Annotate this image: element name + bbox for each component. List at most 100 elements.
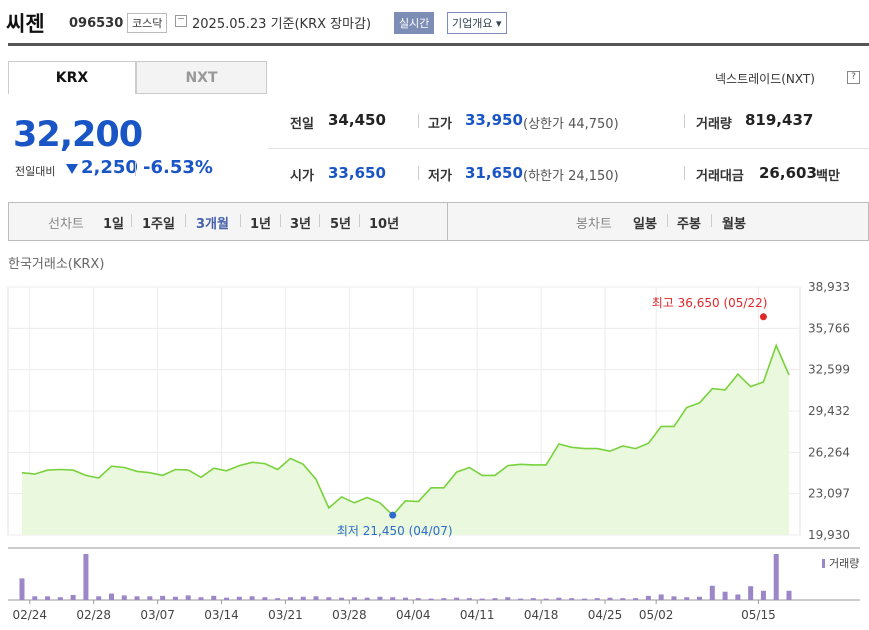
period-separator [319,214,320,227]
volume-bar [96,596,102,600]
volume-bar [607,597,613,600]
volume-bar [377,596,383,600]
volume-bar [236,596,242,600]
open-label: 시가 [290,169,314,184]
period-separator [185,214,186,227]
chart-controls-bar [8,202,869,241]
volume-bar [287,597,293,600]
volume-bar [147,596,153,600]
down-arrow-icon [66,164,78,174]
min-point-marker [389,511,397,519]
x-tick-label: 04/18 [524,608,559,622]
volume-bar [543,598,549,600]
y-tick-label: 35,766 [808,321,850,335]
volume-bar [364,597,370,600]
volume-bar [773,554,779,600]
volume-label: 거래량 [696,117,732,132]
low-value: 31,650 [465,164,523,182]
current-price: 32,200 [13,115,143,155]
y-tick-label: 29,432 [808,404,850,418]
period-separator [240,214,241,227]
realtime-button[interactable]: 실시간 [394,12,435,34]
market-badge: 코스닥 [127,13,168,33]
volume-bar [249,596,255,600]
volume-bar [748,586,754,600]
y-tick-label: 32,599 [808,363,850,377]
low-label: 저가 [428,169,452,184]
candle-weekly[interactable]: 주봉 [677,217,701,232]
max-point-marker [759,313,767,321]
controls-divider [447,203,448,240]
period-separator [711,214,712,227]
nextrade-link[interactable]: 넥스트레이드(NXT) [715,72,815,86]
stats-separator [684,166,685,180]
y-tick-label: 38,933 [808,280,850,294]
trade-amount-value: 26,603 [759,164,817,182]
volume-value: 819,437 [745,111,814,129]
calendar-icon [175,15,187,27]
volume-bar [760,590,766,600]
x-tick-label: 04/04 [396,608,431,622]
period-3m[interactable]: 3개월 [196,217,229,232]
volume-bar [620,598,626,600]
price-line [21,343,790,517]
period-1y[interactable]: 1년 [250,217,272,232]
period-separator [131,214,132,227]
volume-bar [415,598,421,600]
tab-nxt[interactable]: NXT [136,61,267,94]
price-area [22,345,789,535]
x-tick-label: 02/24 [12,608,47,622]
volume-bar [684,597,690,600]
period-separator [359,214,360,227]
question-icon[interactable]: ? [847,71,860,84]
candle-chart-label: 봉차트 [576,217,612,232]
min-label: 최저 21,450 (04/07) [337,524,453,538]
volume-bar [339,597,345,600]
x-tick-label: 03/28 [332,608,367,622]
volume-bar [505,597,511,600]
period-10y[interactable]: 10년 [369,217,400,232]
period-3y[interactable]: 3년 [290,217,312,232]
lower-limit: (하한가 24,150) [523,169,619,184]
high-label: 고가 [428,117,452,132]
price-change: 2,250 [81,157,138,178]
volume-bar [594,598,600,600]
stats-separator [418,114,419,128]
x-tick-label: 02/28 [76,608,111,622]
company-info-dropdown[interactable]: 기업개요 ▾ [447,12,507,34]
candle-daily[interactable]: 일봉 [633,217,657,232]
y-tick-label: 26,264 [808,445,850,459]
volume-bar [300,596,306,600]
stats-separator [684,114,685,128]
volume-bar [697,596,703,600]
prev-close-label: 전일 [290,117,314,132]
period-1d[interactable]: 1일 [103,217,125,232]
volume-bar [671,596,677,600]
volume-bar [19,578,25,600]
stock-code: 096530 [69,16,124,31]
stock-name: 씨젠 [6,12,45,36]
volume-bar [633,598,639,600]
tab-krx[interactable]: KRX [8,61,136,94]
volume-bar [83,554,89,600]
volume-bar [121,595,127,600]
volume-bar [390,597,396,600]
x-tick-label: 03/07 [140,608,175,622]
period-5y[interactable]: 5년 [330,217,352,232]
candle-monthly[interactable]: 월봉 [722,217,746,232]
stats-divider [268,148,869,149]
volume-bar [313,596,319,600]
as-of-date: 2025.05.23 기준(KRX 장마감) [192,17,372,32]
volume-legend-label: 거래량 [829,557,859,570]
volume-bar [403,597,408,600]
max-label: 최고 36,650 (05/22) [652,296,768,310]
volume-bar [786,590,792,600]
period-1w[interactable]: 1주일 [142,217,175,232]
volume-bar [172,596,178,600]
volume-bar [211,595,217,600]
x-tick-label: 03/21 [268,608,303,622]
trade-amount-label: 거래대금 [696,169,744,184]
stats-separator [418,166,419,180]
volume-bar [185,595,191,600]
volume-bar [198,597,204,600]
